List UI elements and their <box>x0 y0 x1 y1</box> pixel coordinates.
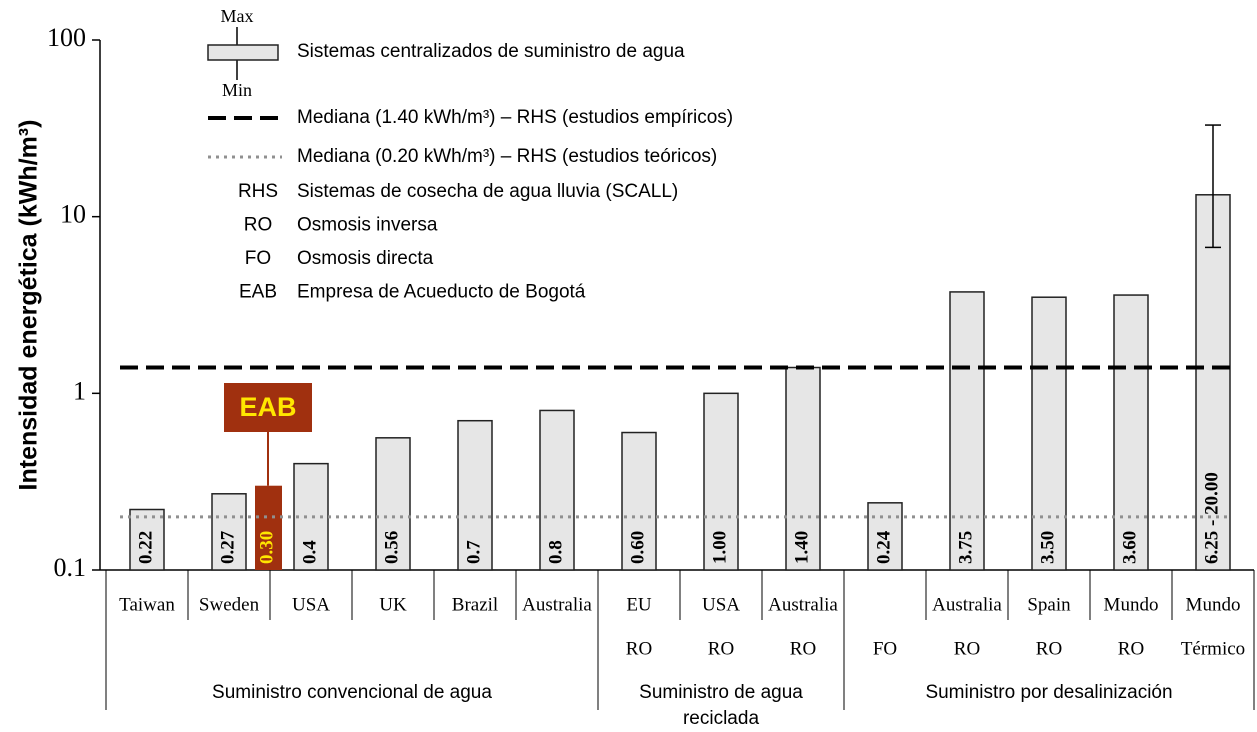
value-label: 0.8 <box>545 540 566 564</box>
x-sub-label: RO <box>790 638 816 659</box>
x-sub-label: RO <box>708 638 734 659</box>
value-label: 3.75 <box>955 531 976 564</box>
range-label: 6.25 - 20.00 <box>1201 472 1222 564</box>
bar <box>129 508 165 571</box>
x-tick-label: Taiwan <box>119 594 175 615</box>
x-tick-label: USA <box>292 594 330 615</box>
value-label: 0.4 <box>299 540 320 564</box>
x-tick-label: USA <box>702 594 740 615</box>
abbreviation-key: RHS <box>238 181 278 202</box>
highlight-bar <box>255 485 282 570</box>
value-label: 0.7 <box>463 540 484 564</box>
value-label: 0.27 <box>217 530 238 564</box>
y-tick-label: 100 <box>47 23 86 52</box>
group-label: Suministro convencional de agua <box>212 682 492 703</box>
x-tick-label: Australia <box>522 594 592 615</box>
y-tick-label: 1 <box>73 376 86 405</box>
highlight-label: EAB <box>239 392 296 422</box>
value-label: 1.00 <box>709 531 730 564</box>
legend-label: Mediana (0.20 kWh/m³) – RHS (estudios te… <box>297 146 717 167</box>
highlight-value-label: 0.30 <box>256 531 277 564</box>
bar <box>375 437 411 571</box>
x-tick-label: Sweden <box>199 594 260 615</box>
highlight-box <box>224 383 312 432</box>
value-label: 0.24 <box>873 530 894 564</box>
y-tick-label: 0.1 <box>54 553 87 582</box>
bar <box>539 409 575 571</box>
abbreviation-key: EAB <box>239 282 277 303</box>
value-label: 0.22 <box>135 531 156 564</box>
group-label: Suministro de agua reciclada <box>639 682 803 729</box>
x-tick-label: EU <box>626 594 652 615</box>
x-tick-label: Mundo <box>1104 594 1159 615</box>
abbreviation-text: Osmosis directa <box>297 248 434 269</box>
x-tick-label: UK <box>379 594 407 615</box>
bar <box>949 291 985 571</box>
abbreviation-key: FO <box>245 248 271 269</box>
abbreviation-text: Empresa de Acueducto de Bogotá <box>297 282 586 303</box>
value-label: 0.56 <box>381 531 402 564</box>
bar <box>211 493 247 571</box>
x-sub-label: RO <box>626 638 652 659</box>
x-sub-label: RO <box>954 638 980 659</box>
value-label: 1.40 <box>791 531 812 564</box>
value-label: 0.60 <box>627 531 648 564</box>
bar <box>1031 296 1067 571</box>
bar <box>1113 294 1149 571</box>
x-tick-label: Australia <box>768 594 838 615</box>
legend-label: Mediana (1.40 kWh/m³) – RHS (estudios em… <box>297 107 733 128</box>
abbreviation-text: Osmosis inversa <box>297 215 438 236</box>
y-tick-label: 10 <box>60 200 86 229</box>
x-sub-label: RO <box>1118 638 1144 659</box>
bar <box>457 419 493 571</box>
x-tick-label: Mundo <box>1186 594 1241 615</box>
bar <box>867 502 903 571</box>
bar <box>703 392 739 571</box>
group-label: Suministro por desalinización <box>925 682 1172 703</box>
bar <box>785 366 821 571</box>
legend-label: Sistemas centralizados de suministro de … <box>297 41 685 62</box>
x-tick-label: Australia <box>932 594 1002 615</box>
x-sub-label: FO <box>873 638 897 659</box>
value-label: 3.60 <box>1119 531 1140 564</box>
legend-max: Max <box>221 6 254 26</box>
legend-min: Min <box>222 80 252 100</box>
bar <box>621 431 657 571</box>
value-label: 3.50 <box>1037 531 1058 564</box>
x-sub-label: RO <box>1036 638 1062 659</box>
abbreviation-key: RO <box>244 215 273 236</box>
x-tick-label: Brazil <box>452 594 498 615</box>
legend-box <box>207 44 279 61</box>
abbreviation-text: Sistemas de cosecha de agua lluvia (SCAL… <box>297 181 678 202</box>
x-sub-label: Térmico <box>1181 638 1245 659</box>
x-tick-label: Spain <box>1027 594 1071 615</box>
y-axis-title: Intensidad energética (kWh/m³) <box>15 120 43 491</box>
